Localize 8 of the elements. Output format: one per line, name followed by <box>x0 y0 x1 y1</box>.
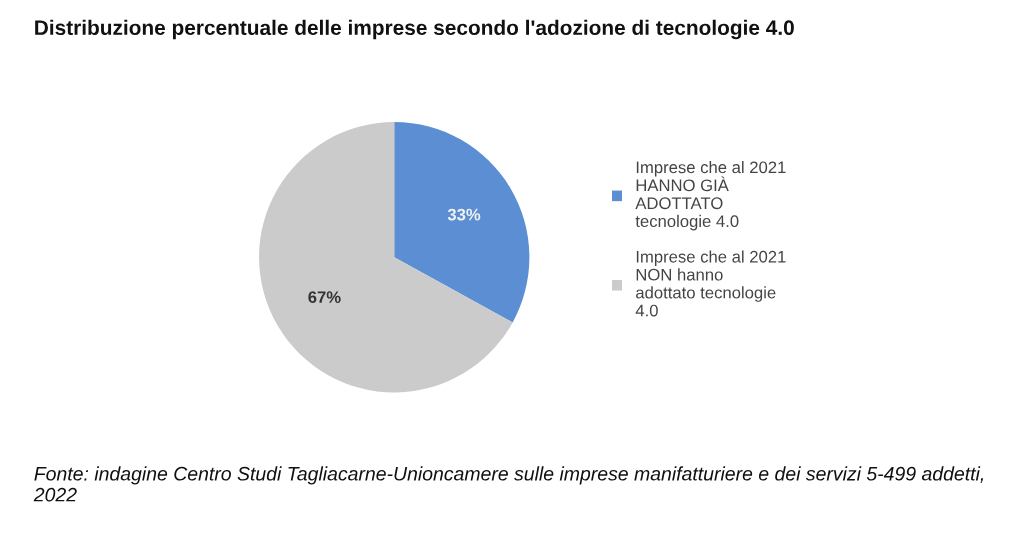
pie-slice <box>259 122 513 393</box>
legend-label: Imprese che al 2021 NON hanno adottato tecnologie 4.0 <box>635 250 786 317</box>
legend-label: Imprese che al 2021 HANNO GIÀ ADOTTATO tecnologie 4.0 <box>635 160 786 231</box>
chart-title: Distribuzione percentuale delle imprese secondo l'adozione di tecnologie 4.0 <box>35 19 794 40</box>
data-label: 33% <box>447 208 481 221</box>
data-label: 67% <box>308 291 341 304</box>
pie-slice <box>394 122 530 323</box>
source-note: Fonte: indagine Centro Studi Tagliacarne-Unioncamere sulle imprese manifatturiere e dei servizi 5-499 addetti, 2022 <box>33 466 984 502</box>
